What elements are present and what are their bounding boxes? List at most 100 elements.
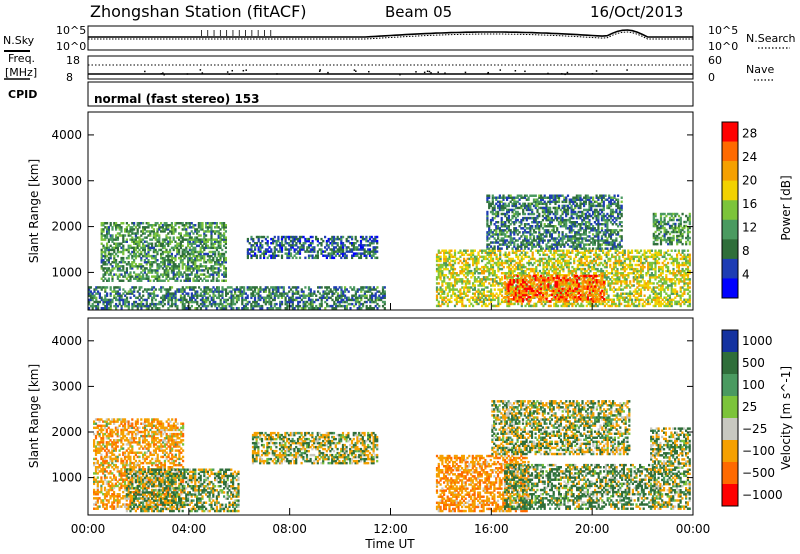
echo-cell xyxy=(446,259,449,263)
echo-cell xyxy=(118,269,121,272)
echo-cell xyxy=(558,269,561,273)
echo-cell xyxy=(205,224,208,227)
echo-cell xyxy=(585,276,588,279)
echo-cell xyxy=(306,239,309,243)
echo-cell xyxy=(585,269,588,273)
echo-cell xyxy=(125,228,128,231)
echo-cell xyxy=(183,304,186,308)
echo-cell xyxy=(248,248,251,251)
echo-cell xyxy=(553,294,556,297)
echo-cell xyxy=(495,292,498,295)
echo-cell xyxy=(374,294,377,297)
echo-cell xyxy=(573,269,576,273)
echo-cell xyxy=(641,265,644,269)
echo-cell xyxy=(217,290,220,293)
echo-cell xyxy=(614,255,617,259)
echo-cell xyxy=(140,246,143,250)
echo-cell xyxy=(647,282,650,285)
echo-cell xyxy=(165,288,168,291)
echo-cell xyxy=(152,269,155,272)
echo-cell xyxy=(360,302,363,306)
echo-cell xyxy=(170,292,174,295)
echo-cell xyxy=(672,269,675,273)
echo-cell xyxy=(546,300,549,304)
echo-cell xyxy=(686,269,690,273)
echo-cell xyxy=(461,251,464,254)
echo-cell xyxy=(571,272,574,275)
echo-cell xyxy=(670,280,673,283)
echo-cell xyxy=(551,263,554,267)
echo-cell xyxy=(248,286,251,289)
echo-cell xyxy=(201,224,204,227)
echo-cell xyxy=(618,298,621,302)
echo-cell xyxy=(122,292,125,295)
echo-cell xyxy=(612,286,615,289)
echo-cell xyxy=(206,244,209,248)
echo-cell xyxy=(291,294,294,297)
echo-cell xyxy=(518,263,522,267)
echo-cell xyxy=(553,272,556,275)
echo-cell xyxy=(300,288,303,291)
echo-cell xyxy=(174,292,177,295)
echo-cell xyxy=(452,290,455,293)
echo-cell xyxy=(450,288,453,291)
echo-cell xyxy=(670,257,673,261)
echo-cell xyxy=(484,263,487,267)
echo-cell xyxy=(295,235,298,239)
echo-cell xyxy=(170,277,173,280)
echo-cell xyxy=(493,294,496,297)
echo-cell xyxy=(275,248,278,251)
echo-cell xyxy=(618,255,621,259)
echo-cell xyxy=(490,300,493,304)
echo-cell xyxy=(547,274,550,277)
echo-cell xyxy=(167,226,170,229)
echo-cell xyxy=(336,292,339,295)
echo-cell xyxy=(113,242,116,245)
echo-cell xyxy=(639,298,643,302)
echo-cell xyxy=(201,250,204,254)
echo-cell xyxy=(185,269,188,272)
echo-cell xyxy=(347,250,350,253)
echo-cell xyxy=(134,296,138,300)
echo-cell xyxy=(156,240,159,243)
echo-cell xyxy=(189,296,192,300)
echo-cell xyxy=(515,280,518,283)
echo-cell xyxy=(224,246,227,250)
echo-cell xyxy=(659,302,662,306)
echo-cell xyxy=(152,290,156,293)
echo-cell xyxy=(246,252,249,255)
echo-cell xyxy=(560,255,563,259)
echo-cell xyxy=(320,300,323,304)
echo-cell xyxy=(140,267,143,270)
echo-cell xyxy=(504,290,507,293)
echo-cell xyxy=(134,265,137,268)
echo-cell xyxy=(194,240,197,243)
echo-cell xyxy=(629,265,632,269)
echo-cell xyxy=(88,307,91,310)
echo-cell xyxy=(187,234,190,237)
echo-cell xyxy=(535,302,538,306)
echo-cell xyxy=(338,294,341,297)
echo-cell xyxy=(288,250,291,253)
echo-cell xyxy=(106,242,109,245)
echo-cell xyxy=(638,292,641,295)
echo-cell xyxy=(120,259,123,262)
echo-cell xyxy=(605,292,608,295)
echo-cell xyxy=(620,267,623,271)
echo-cell xyxy=(472,304,475,308)
echo-cell xyxy=(203,288,206,291)
echo-cell xyxy=(131,267,134,270)
echo-cell xyxy=(685,272,688,275)
echo-cell xyxy=(661,255,664,259)
echo-cell xyxy=(138,244,141,248)
echo-cell xyxy=(228,290,231,293)
echo-cell xyxy=(486,298,489,302)
echo-cell xyxy=(176,242,179,245)
echo-cell xyxy=(106,307,109,310)
echo-cell xyxy=(374,250,377,253)
echo-cell xyxy=(475,302,478,306)
echo-cell xyxy=(151,261,154,264)
echo-cell xyxy=(205,286,208,289)
echo-cell xyxy=(206,222,209,225)
echo-cell xyxy=(131,222,134,225)
